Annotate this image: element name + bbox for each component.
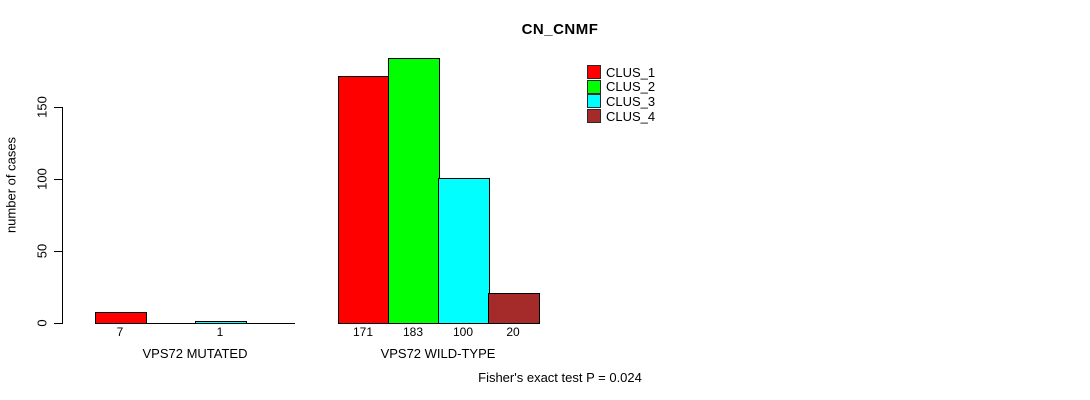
bar-value-label: 100 — [452, 325, 474, 339]
legend-label: CLUS_2 — [606, 79, 656, 95]
y-axis-tick-label: 50 — [34, 243, 50, 259]
y-axis-label: number of cases — [3, 136, 19, 234]
group-label: VPS72 WILD-TYPE — [380, 346, 496, 361]
bar-value-label: 1 — [216, 325, 224, 339]
legend-item: CLUS_3 — [587, 94, 655, 109]
group-label: VPS72 MUTATED — [142, 346, 248, 361]
y-axis-tick — [54, 323, 62, 324]
legend-swatch-icon — [587, 65, 601, 80]
bar-clus_4-1 — [245, 323, 295, 324]
bar-clus_4-2 — [488, 293, 540, 324]
bar-clus_1-2 — [338, 76, 390, 324]
legend-label: CLUS_3 — [606, 93, 656, 109]
legend-item: CLUS_1 — [587, 65, 655, 80]
legend: CLUS_1 CLUS_2 CLUS_3 CLUS_4 — [587, 65, 656, 124]
y-axis-line — [62, 107, 63, 324]
bar-value-label: 171 — [352, 325, 374, 339]
legend-item: CLUS_2 — [587, 79, 656, 95]
legend-swatch-icon — [587, 109, 601, 124]
y-axis-tick-label: 0 — [34, 319, 50, 327]
bar-clus_2-2 — [388, 58, 440, 324]
legend-swatch-icon — [587, 79, 601, 94]
legend-label: CLUS_1 — [606, 64, 656, 80]
y-axis-tick — [54, 179, 62, 180]
bar-value-label: 20 — [506, 325, 520, 339]
legend-item: CLUS_4 — [587, 109, 655, 124]
y-axis-tick-label: 100 — [34, 168, 50, 190]
bar-clus_3-2 — [438, 178, 490, 324]
annotation-text: Fisher's exact test P = 0.024 — [478, 370, 642, 385]
bar-clus_1-1 — [95, 312, 147, 324]
bar-value-label: 7 — [116, 325, 124, 339]
y-axis-tick — [54, 251, 62, 252]
legend-label: CLUS_4 — [606, 108, 656, 124]
bar-clus_3-1 — [195, 321, 247, 324]
bar-value-label: 183 — [402, 325, 424, 339]
bar-clus_2-1 — [145, 323, 195, 324]
legend-swatch-icon — [587, 94, 601, 109]
y-axis-tick-label: 150 — [34, 96, 50, 118]
y-axis-tick — [54, 107, 62, 108]
chart-title: CN_CNMF — [521, 21, 599, 38]
